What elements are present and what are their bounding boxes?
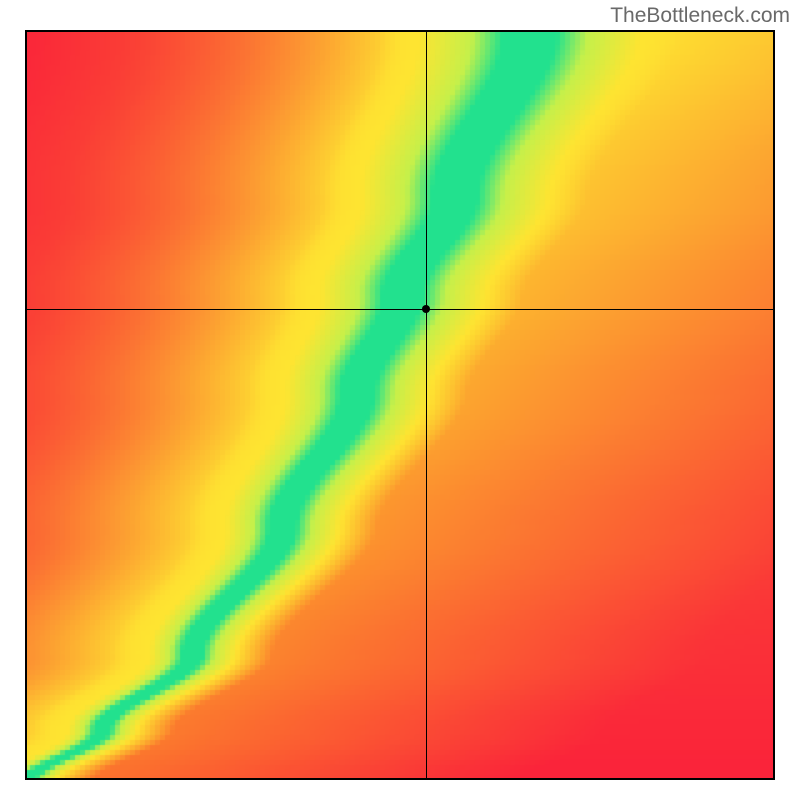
watermark-text: TheBottleneck.com [610,4,790,28]
crosshair-vertical [426,30,427,780]
crosshair-dot [422,305,430,313]
chart-border [25,30,775,780]
crosshair-horizontal [25,309,775,310]
chart-container: TheBottleneck.com [0,0,800,800]
